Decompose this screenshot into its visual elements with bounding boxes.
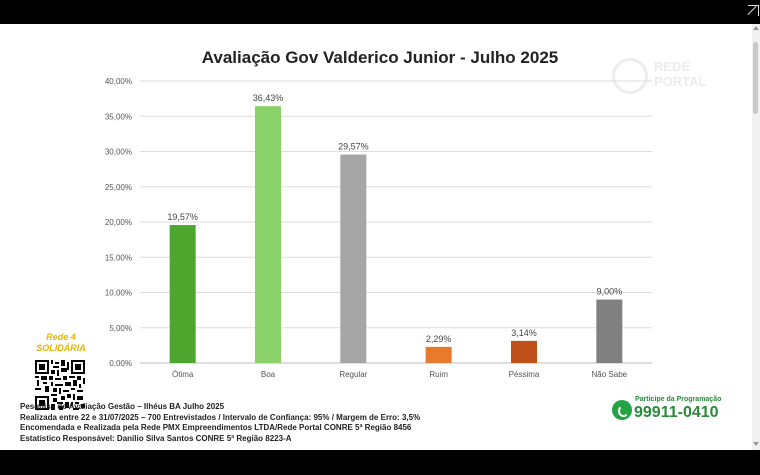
x-tick-label: Ruim	[429, 370, 448, 379]
x-tick-label: Não Sabe	[592, 370, 628, 379]
x-tick-label: Ótima	[172, 370, 194, 379]
data-label: 9,00%	[597, 287, 623, 297]
scroll-up-arrow-icon[interactable]	[753, 26, 759, 30]
footer-line1: Pesquisa de Avaliação Gestão – Ilhéus BA…	[20, 402, 225, 411]
bar	[255, 106, 281, 363]
x-tick-label: Péssima	[509, 370, 540, 379]
bar	[340, 154, 367, 363]
whatsapp-icon	[612, 400, 632, 420]
contact-number: 99911-0410	[634, 404, 719, 421]
y-tick-label: 30,00%	[105, 148, 132, 157]
bar	[169, 225, 196, 363]
bar	[425, 346, 452, 363]
chart-page	[0, 24, 752, 450]
y-tick-label: 15,00%	[105, 253, 132, 262]
data-label: 19,57%	[167, 212, 198, 222]
footer-line4: Estatístico Responsável: Danilio Silva S…	[20, 433, 292, 443]
x-tick-label: Boa	[261, 370, 276, 379]
watermark-line1: REDE	[654, 59, 691, 74]
y-tick-label: 25,00%	[105, 183, 132, 192]
rede-portal-watermark: REDE PORTAL	[612, 56, 722, 98]
bar	[596, 299, 623, 363]
y-tick-label: 40,00%	[105, 77, 132, 86]
y-tick-label: 10,00%	[105, 289, 132, 298]
data-label: 36,43%	[253, 93, 284, 103]
expand-icon[interactable]	[748, 5, 759, 16]
data-label: 2,29%	[426, 334, 452, 344]
footer-line2: Realizada entre 22 e 31/07/2025 – 700 En…	[20, 412, 421, 422]
brand-line2: SOLIDÁRIA	[36, 343, 86, 353]
video-top-bar	[0, 0, 760, 24]
video-bottom-bar	[0, 450, 760, 475]
x-tick-label: Regular	[339, 370, 367, 379]
watermark-logo-icon	[612, 58, 648, 94]
footer-line3: Encomendada e Realizada pela Rede PMX Em…	[20, 423, 412, 432]
brand-line1: Rede 4	[46, 332, 76, 342]
y-tick-label: 0,00%	[109, 359, 132, 368]
y-tick-label: 20,00%	[105, 218, 132, 227]
survey-footer: Pesquisa de Avaliação Gestão – Ilhéus BA…	[20, 402, 420, 444]
chart-title: Avaliação Gov Valderico Junior - Julho 2…	[201, 48, 559, 67]
scrollbar[interactable]	[752, 24, 760, 450]
contact-label: Participe da Programação	[635, 396, 722, 403]
data-label: 29,57%	[338, 142, 369, 152]
watermark-line2: PORTAL	[654, 74, 707, 89]
bar	[511, 340, 537, 363]
y-tick-label: 35,00%	[105, 112, 132, 121]
qr-code[interactable]	[35, 360, 85, 410]
y-tick-label: 5,00%	[109, 324, 132, 333]
rede4-solidaria-logo: Rede 4 SOLIDÁRIA	[28, 332, 94, 354]
data-label: 3,14%	[511, 328, 537, 338]
scroll-down-arrow-icon[interactable]	[753, 442, 759, 446]
whatsapp-contact[interactable]: Participe da Programação 99911-0410	[612, 396, 722, 422]
scrollbar-thumb[interactable]	[753, 42, 758, 114]
